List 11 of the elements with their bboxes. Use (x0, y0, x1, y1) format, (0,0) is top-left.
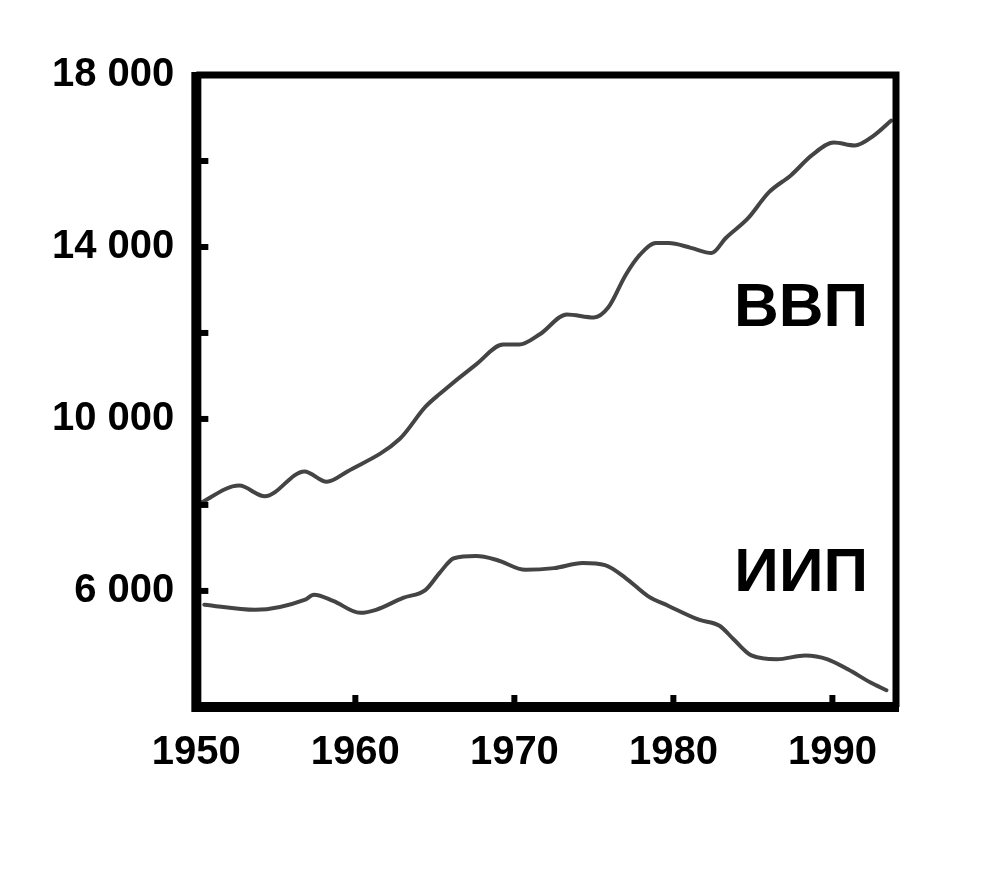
series-label: ИИП (734, 535, 868, 605)
y-tick-label: 18 000 (52, 50, 175, 95)
y-tick-label: 6 000 (74, 565, 175, 610)
x-tick-label: 1980 (628, 728, 718, 773)
x-tick-label: 1950 (151, 728, 241, 773)
series-label: ВВП (733, 269, 868, 339)
y-tick-label: 14 000 (52, 222, 175, 266)
x-tick-label: 1990 (787, 728, 877, 773)
x-tick-label: 1960 (310, 728, 400, 773)
y-tick-label: 10 000 (52, 393, 175, 438)
x-tick-label: 1970 (469, 728, 559, 773)
